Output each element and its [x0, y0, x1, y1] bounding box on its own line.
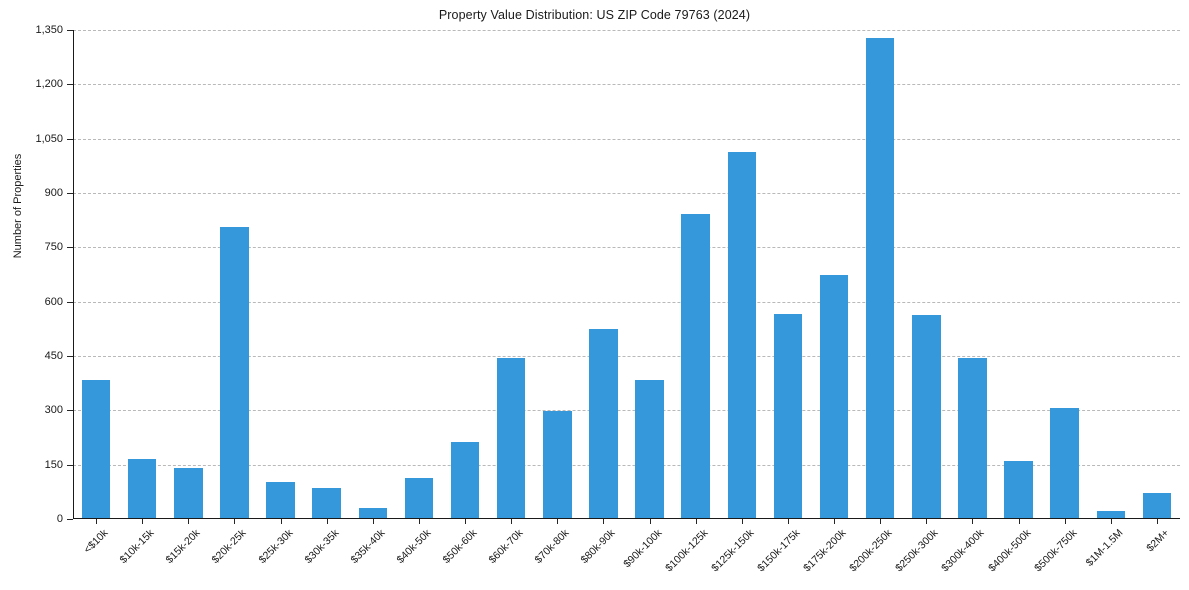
y-axis-tick: [67, 356, 73, 357]
y-axis-tick-label: 1,350: [35, 24, 63, 36]
gridline: [73, 410, 1180, 412]
y-axis-tick-label: 450: [44, 350, 63, 362]
bar: [773, 314, 803, 519]
x-axis-tick: [465, 519, 467, 524]
bar: [543, 411, 572, 519]
x-axis-tick: [1110, 519, 1112, 524]
bar: [404, 477, 434, 519]
x-axis-tick: [372, 519, 374, 524]
plot-inner: [67, 30, 1180, 524]
x-axis-tick: [926, 519, 928, 524]
x-axis-tick: [234, 519, 236, 524]
gridline: [73, 84, 1180, 86]
bar: [912, 315, 941, 519]
y-axis-tick-label: 0: [56, 513, 63, 525]
y-axis-tick-label: 750: [44, 241, 63, 254]
x-axis-tick: [834, 519, 836, 524]
gridline: [73, 193, 1180, 194]
gridline: [73, 356, 1180, 357]
bar: [220, 227, 249, 519]
x-axis-tick: [511, 519, 513, 524]
bar: [1050, 408, 1079, 519]
x-axis-tick: [972, 519, 974, 524]
gridline: [73, 138, 1180, 140]
bar: [819, 274, 849, 519]
bar: [358, 507, 388, 519]
y-axis-tick: [67, 138, 73, 140]
x-axis-tick: [1064, 519, 1066, 524]
y-axis-tick-label: 1,200: [35, 78, 63, 91]
bar: [958, 357, 987, 519]
bar: [81, 379, 111, 519]
y-axis-tick: [67, 247, 73, 249]
y-axis-tick-label: 1,050: [35, 132, 63, 145]
x-axis-line: [73, 518, 1180, 519]
x-axis-tick: [649, 519, 651, 524]
x-axis-tick: [603, 519, 605, 524]
bar: [450, 441, 480, 519]
y-axis-tick: [67, 193, 73, 194]
y-axis-tick: [67, 519, 73, 520]
y-axis-tick-label: 300: [44, 404, 63, 417]
chart-title: Property Value Distribution: US ZIP Code…: [438, 8, 751, 22]
y-axis-tick-label: 900: [44, 187, 63, 199]
bar: [727, 152, 757, 519]
bar: [1142, 492, 1172, 519]
y-axis-tick: [67, 84, 73, 86]
gridline: [73, 301, 1180, 303]
bar: [496, 357, 526, 519]
bar: [1096, 511, 1126, 519]
x-axis-tick: [880, 519, 882, 524]
x-axis-tick: [695, 519, 697, 524]
y-axis-tick: [67, 464, 73, 466]
x-axis-tick: [326, 519, 328, 524]
x-axis-tick: [557, 519, 559, 524]
y-axis-tick-label: 600: [44, 295, 63, 308]
x-axis-tick: [280, 519, 282, 524]
bar: [589, 328, 618, 519]
bar: [681, 214, 710, 519]
y-axis-tick: [67, 410, 73, 412]
y-axis-tick-label: 150: [44, 458, 63, 471]
x-axis-tick: [142, 519, 144, 524]
gridline: [73, 247, 1180, 249]
bar: [865, 38, 895, 519]
bar: [266, 481, 295, 519]
y-axis-tick: [67, 30, 73, 31]
y-axis-line: [73, 30, 74, 519]
x-axis-tick: [741, 519, 743, 524]
x-axis-tick: [1018, 519, 1020, 524]
bar: [635, 379, 664, 519]
bar: [1004, 461, 1033, 519]
plot-area: [67, 30, 1180, 524]
x-axis-tick: [418, 519, 420, 524]
x-axis-tick: [188, 519, 190, 524]
x-axis-tick: [96, 519, 98, 524]
y-axis-tick: [67, 301, 73, 303]
bar: [312, 487, 341, 519]
x-axis-tick: [787, 519, 789, 524]
bar: [174, 468, 203, 519]
gridline: [73, 30, 1180, 31]
x-axis-tick: [1156, 519, 1158, 524]
gridline: [73, 464, 1180, 466]
bar: [127, 458, 157, 519]
